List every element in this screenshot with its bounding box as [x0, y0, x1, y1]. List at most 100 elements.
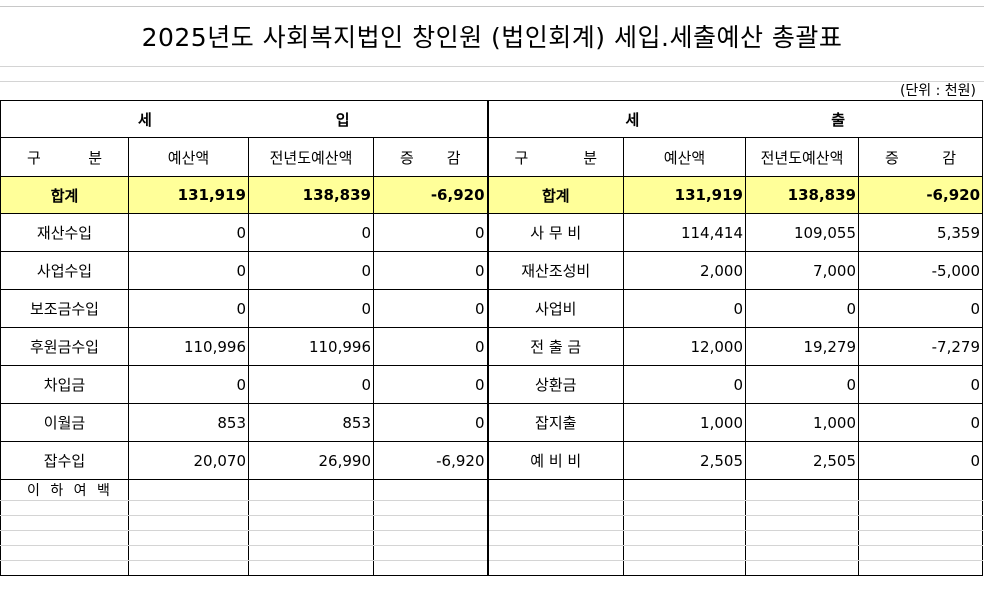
rev-budget-cell[interactable]: 0 [128, 251, 249, 290]
blank-cell[interactable] [745, 560, 859, 576]
exp-change-cell[interactable]: 0 [858, 289, 983, 328]
blank-cell[interactable] [373, 545, 488, 561]
blank-cell[interactable] [128, 560, 249, 576]
blank-cell[interactable] [0, 530, 129, 546]
blank-cell[interactable] [373, 479, 488, 501]
blank-cell[interactable] [858, 560, 983, 576]
exp-total-label[interactable]: 합계 [486, 176, 624, 214]
exp-item-label[interactable]: 잡지출 [486, 403, 624, 442]
blank-cell[interactable] [128, 515, 249, 531]
blank-cell[interactable] [486, 530, 624, 546]
rev-change-cell[interactable]: 0 [373, 289, 488, 328]
blank-cell[interactable] [128, 545, 249, 561]
blank-cell[interactable] [858, 500, 983, 516]
blank-cell[interactable] [623, 530, 746, 546]
rev-prev-cell[interactable]: 0 [248, 365, 374, 404]
blank-cell[interactable] [623, 479, 746, 501]
blank-cell[interactable] [248, 500, 374, 516]
blank-cell[interactable] [745, 530, 859, 546]
rev-total-budget[interactable]: 131,919 [128, 176, 249, 214]
rev-budget-header[interactable]: 예산액 [128, 137, 249, 177]
blank-cell[interactable] [745, 515, 859, 531]
expense-section-header[interactable]: 세 출 [486, 100, 983, 138]
rev-budget-cell[interactable]: 0 [128, 289, 249, 328]
blank-cell[interactable] [128, 500, 249, 516]
blank-cell[interactable] [623, 500, 746, 516]
rev-prev-cell[interactable]: 853 [248, 403, 374, 442]
blank-cell[interactable] [486, 545, 624, 561]
blank-cell[interactable] [0, 500, 129, 516]
exp-budget-cell[interactable]: 12,000 [623, 327, 746, 366]
rev-change-cell[interactable]: 0 [373, 365, 488, 404]
rev-change-cell[interactable]: 0 [373, 327, 488, 366]
footer-note-cell[interactable]: 이 하 여 백 [0, 479, 129, 501]
blank-cell[interactable] [0, 515, 129, 531]
blank-cell[interactable] [248, 545, 374, 561]
rev-item-label[interactable]: 잡수입 [0, 441, 129, 480]
blank-cell[interactable] [486, 500, 624, 516]
exp-prev-cell[interactable]: 7,000 [745, 251, 859, 290]
blank-cell[interactable] [248, 560, 374, 576]
rev-budget-cell[interactable]: 0 [128, 213, 249, 252]
blank-cell[interactable] [128, 479, 249, 501]
exp-budget-cell[interactable]: 114,414 [623, 213, 746, 252]
exp-item-label[interactable]: 재산조성비 [486, 251, 624, 290]
blank-cell[interactable] [373, 560, 488, 576]
exp-change-cell[interactable]: 0 [858, 403, 983, 442]
rev-change-cell[interactable]: -6,920 [373, 441, 488, 480]
rev-prev-cell[interactable]: 26,990 [248, 441, 374, 480]
exp-change-cell[interactable]: 0 [858, 441, 983, 480]
blank-cell[interactable] [486, 515, 624, 531]
exp-item-label[interactable]: 상환금 [486, 365, 624, 404]
blank-cell[interactable] [373, 515, 488, 531]
rev-item-label[interactable]: 재산수입 [0, 213, 129, 252]
exp-prev-cell[interactable]: 109,055 [745, 213, 859, 252]
rev-prev-cell[interactable]: 0 [248, 251, 374, 290]
rev-change-cell[interactable]: 0 [373, 251, 488, 290]
blank-cell[interactable] [858, 545, 983, 561]
exp-prev-budget-header[interactable]: 전년도예산액 [745, 137, 859, 177]
exp-budget-cell[interactable]: 0 [623, 365, 746, 404]
blank-cell[interactable] [623, 560, 746, 576]
rev-prev-cell[interactable]: 110,996 [248, 327, 374, 366]
blank-cell[interactable] [623, 545, 746, 561]
exp-budget-cell[interactable]: 0 [623, 289, 746, 328]
rev-total-prev[interactable]: 138,839 [248, 176, 374, 214]
blank-cell[interactable] [858, 530, 983, 546]
blank-cell[interactable] [745, 479, 859, 501]
rev-change-cell[interactable]: 0 [373, 403, 488, 442]
rev-prev-budget-header[interactable]: 전년도예산액 [248, 137, 374, 177]
exp-budget-cell[interactable]: 2,000 [623, 251, 746, 290]
rev-budget-cell[interactable]: 853 [128, 403, 249, 442]
blank-cell[interactable] [858, 479, 983, 501]
exp-prev-cell[interactable]: 0 [745, 365, 859, 404]
blank-cell[interactable] [858, 515, 983, 531]
rev-budget-cell[interactable]: 0 [128, 365, 249, 404]
exp-item-label[interactable]: 예 비 비 [486, 441, 624, 480]
blank-cell[interactable] [745, 500, 859, 516]
blank-cell[interactable] [0, 545, 129, 561]
exp-prev-cell[interactable]: 1,000 [745, 403, 859, 442]
revenue-section-header[interactable]: 세 입 [0, 100, 488, 138]
exp-change-cell[interactable]: 5,359 [858, 213, 983, 252]
rev-total-change[interactable]: -6,920 [373, 176, 488, 214]
exp-total-budget[interactable]: 131,919 [623, 176, 746, 214]
exp-change-cell[interactable]: 0 [858, 365, 983, 404]
blank-cell[interactable] [486, 560, 624, 576]
exp-total-change[interactable]: -6,920 [858, 176, 983, 214]
exp-change-cell[interactable]: -7,279 [858, 327, 983, 366]
exp-budget-header[interactable]: 예산액 [623, 137, 746, 177]
rev-prev-cell[interactable]: 0 [248, 289, 374, 328]
exp-prev-cell[interactable]: 19,279 [745, 327, 859, 366]
exp-item-label[interactable]: 사업비 [486, 289, 624, 328]
exp-item-label[interactable]: 사 무 비 [486, 213, 624, 252]
blank-cell[interactable] [373, 530, 488, 546]
rev-item-label[interactable]: 차입금 [0, 365, 129, 404]
blank-cell[interactable] [128, 530, 249, 546]
rev-change-cell[interactable]: 0 [373, 213, 488, 252]
exp-item-label[interactable]: 전 출 금 [486, 327, 624, 366]
rev-item-label[interactable]: 이월금 [0, 403, 129, 442]
rev-budget-cell[interactable]: 20,070 [128, 441, 249, 480]
